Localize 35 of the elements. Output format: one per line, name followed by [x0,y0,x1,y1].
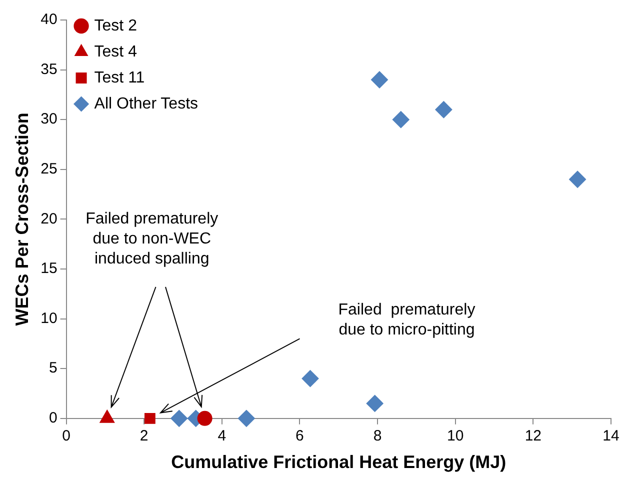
y-tick-label: 5 [48,360,58,377]
x-tick-label: 12 [524,428,542,445]
point [144,412,156,424]
legend-label: Test 11 [94,69,145,86]
y-tick-label: 20 [40,210,58,228]
point [197,410,212,426]
y-axis-title: WECs Per Cross-Section [12,112,32,326]
point [370,71,388,88]
y-tick-label: 25 [40,160,58,178]
y-tick-label: 0 [48,410,58,427]
point [302,370,319,388]
x-tick-label: 8 [373,428,382,445]
legend-label: All Other Tests [94,95,198,112]
x-tick-label: 2 [140,428,148,445]
x-tick-label: 0 [62,428,70,445]
point [435,101,452,118]
y-tick-label: 10 [40,310,58,327]
x-tick-label: 14 [602,428,620,445]
y-tick-label: 35 [40,60,58,78]
point [569,170,586,188]
x-tick-label: 6 [296,428,304,445]
annotation: Failed prematurely due to non-WEC induced spalling [86,210,218,268]
point [366,394,384,412]
x-tick-label: 4 [218,428,226,445]
point [392,111,410,128]
y-tick-label: 15 [40,260,58,278]
point [170,410,188,427]
y-tick-label: 40 [40,11,58,28]
y-tick-label: 30 [40,110,58,128]
annotation: Failed prematurely due to micro-pitting [338,301,476,338]
x-axis-title: Cumulative Frictional Heat Energy (MJ) [171,452,506,472]
x-tick-label: 10 [447,428,464,445]
point [238,410,255,427]
legend-label: Test 4 [94,43,138,60]
legend-label: Test 2 [94,17,138,34]
